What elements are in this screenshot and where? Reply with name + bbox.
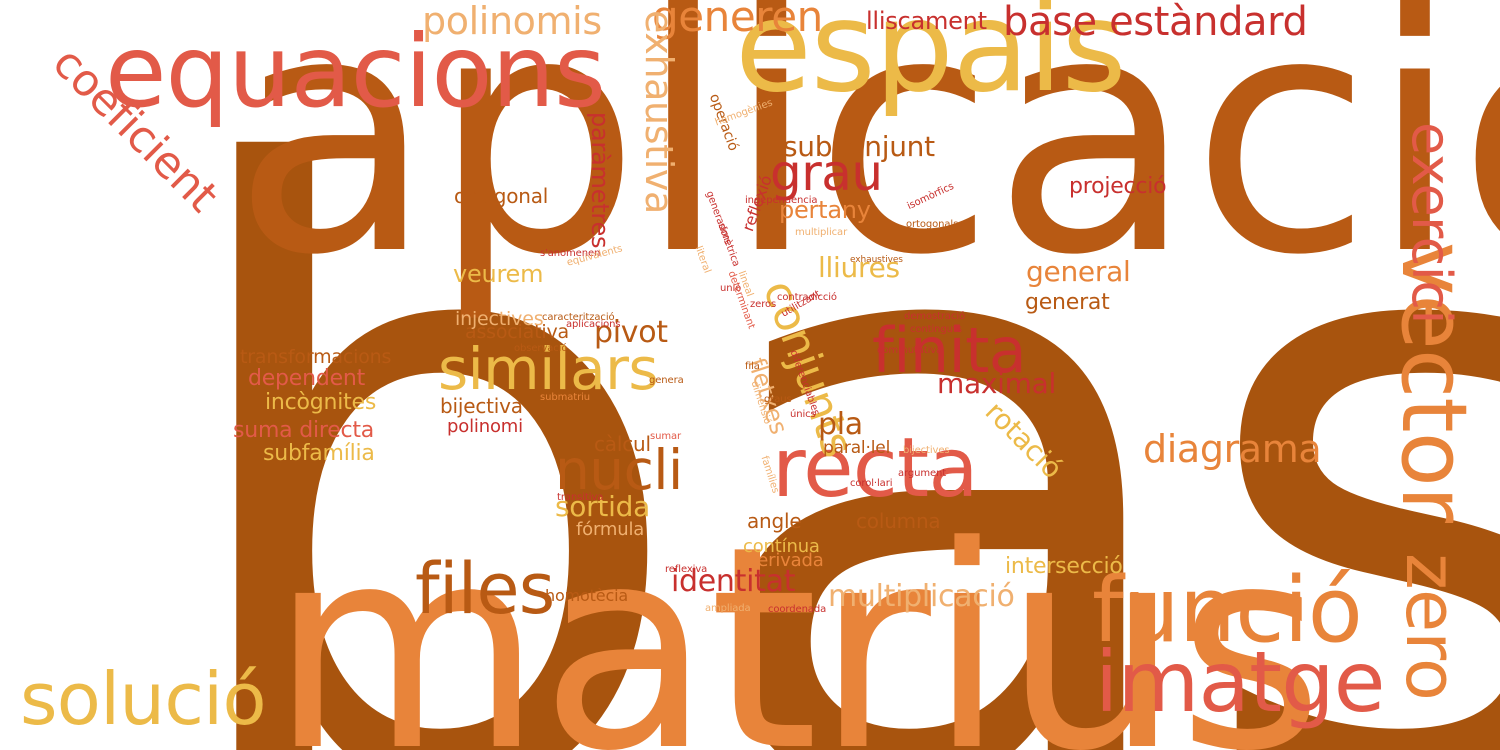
- cloud-word: demostració: [904, 311, 966, 322]
- cloud-word: finita: [872, 314, 1027, 387]
- cloud-word: ortogonals: [906, 219, 959, 230]
- cloud-word: observació: [514, 343, 568, 354]
- cloud-word: argument: [898, 468, 947, 479]
- cloud-word: derivada: [746, 550, 824, 571]
- cloud-word: subfamília: [263, 441, 375, 466]
- cloud-word: fila: [745, 361, 760, 372]
- cloud-word: equacions: [105, 13, 606, 130]
- cloud-word: veurem: [453, 260, 544, 288]
- cloud-word: contradicció: [777, 292, 837, 303]
- cloud-word: base estàndard: [1003, 0, 1308, 45]
- cloud-word: diagrama: [1143, 427, 1322, 471]
- cloud-word: sumar: [650, 431, 682, 442]
- cloud-word: independència: [745, 195, 818, 206]
- cloud-word: bijectiva: [440, 394, 523, 418]
- cloud-word: polinomis: [422, 0, 602, 43]
- cloud-word: pivot: [594, 315, 668, 350]
- cloud-word: aplicacions: [566, 319, 621, 330]
- cloud-word: corol·lari: [850, 478, 893, 489]
- cloud-word: commutativa: [877, 345, 943, 356]
- cloud-word: matrius: [270, 487, 1324, 750]
- cloud-word: recta: [772, 421, 979, 516]
- cloud-word: generat: [1025, 290, 1110, 315]
- cloud-word: exhaustiva: [637, 10, 681, 214]
- cloud-word: base: [160, 1, 1500, 750]
- cloud-word: transformacions: [240, 346, 392, 368]
- cloud-word: reflexiva: [665, 564, 708, 575]
- cloud-word: generen: [652, 0, 823, 41]
- cloud-word: solució: [20, 657, 267, 741]
- cloud-word: grau: [770, 144, 883, 202]
- cloud-word: graus: [764, 394, 792, 405]
- cloud-word: similars: [438, 335, 659, 403]
- cloud-word: zeros: [750, 299, 777, 310]
- cloud-word: general: [1026, 255, 1131, 288]
- cloud-word: lliscament: [866, 7, 987, 35]
- cloud-word: dependent: [248, 366, 366, 391]
- cloud-word: submatriu: [540, 392, 591, 403]
- cloud-word: paral·lel: [823, 438, 891, 458]
- cloud-word: únics: [790, 409, 816, 420]
- cloud-word: s'anomenen: [540, 248, 601, 259]
- cloud-word: pertany: [779, 196, 871, 224]
- cloud-word: bijectives: [903, 445, 950, 456]
- cloud-word: fórmula: [576, 519, 645, 540]
- cloud-word: suma directa: [233, 418, 375, 443]
- cloud-word: imatge: [1095, 633, 1385, 731]
- cloud-word: files: [415, 548, 555, 630]
- cloud-word: nucli: [555, 438, 683, 502]
- cloud-word: angle: [747, 509, 802, 533]
- cloud-word: continguts: [910, 324, 962, 335]
- cloud-word: transitiva: [557, 492, 604, 503]
- cloud-word: identitat: [671, 564, 796, 599]
- cloud-word: associativa: [465, 321, 569, 343]
- cloud-word: homotècia: [545, 586, 629, 605]
- cloud-word: ampliada: [705, 603, 751, 614]
- cloud-word: paràmetres: [586, 112, 614, 249]
- cloud-word: exhaustives: [850, 255, 903, 265]
- cloud-word: columna: [856, 509, 941, 533]
- cloud-word: multiplicar: [795, 227, 848, 238]
- cloud-word: injectives: [455, 308, 544, 330]
- cloud-word: ortogonal: [454, 184, 549, 208]
- cloud-word: coordenada: [768, 604, 827, 615]
- cloud-word: polinomi: [447, 416, 523, 437]
- cloud-word: lliures: [818, 251, 900, 284]
- cloud-word: caracterització: [542, 312, 615, 323]
- cloud-word: genera: [649, 375, 684, 386]
- cloud-word: exercici: [1400, 122, 1463, 324]
- cloud-word: projecció: [1069, 174, 1167, 199]
- cloud-word: intersecció: [1005, 554, 1123, 579]
- cloud-word: espais: [735, 0, 1127, 120]
- cloud-word: unió: [720, 283, 742, 294]
- cloud-word: zero: [1390, 553, 1472, 701]
- cloud-word: contínua: [743, 536, 820, 557]
- cloud-word: multiplicació: [828, 579, 1015, 614]
- cloud-word: subconjunt: [783, 130, 935, 163]
- cloud-word: incògnites: [265, 390, 377, 415]
- cloud-word: maximal: [937, 367, 1057, 400]
- cloud-word: aplicació: [232, 0, 1500, 327]
- cloud-word: funció: [1092, 558, 1363, 663]
- cloud-word: sortida: [555, 490, 650, 523]
- cloud-word: pla: [818, 407, 863, 442]
- cloud-word: càlcul: [594, 432, 651, 456]
